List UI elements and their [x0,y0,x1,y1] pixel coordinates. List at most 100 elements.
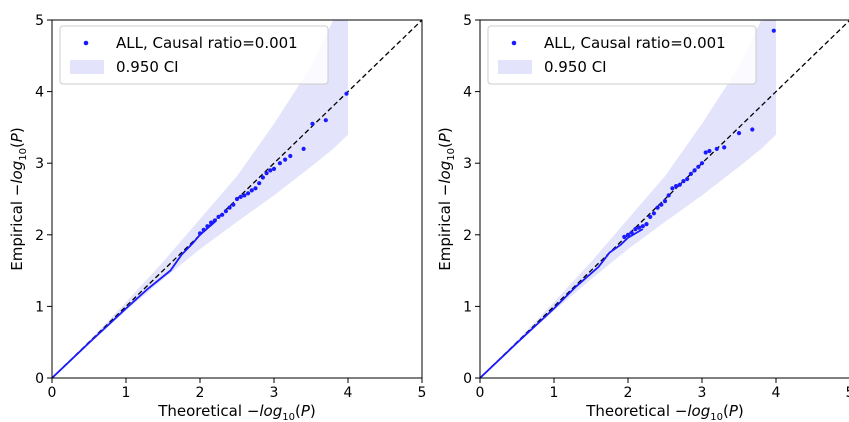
data-point [670,186,675,191]
data-point [264,171,269,176]
y-tick-label: 3 [463,156,472,172]
diagonal-reference-line [480,20,849,378]
data-point [238,194,243,199]
qq-plot-right: 0 1 2 3 4 5 0 1 2 3 4 5 Theoretical −log10(P) Empiric… [436,13,849,422]
data-point [629,230,634,235]
data-point [625,232,631,237]
legend-marker-ci [498,60,532,74]
data-point [209,220,214,225]
y-tick-label: 1 [463,299,472,315]
data-point [681,179,686,184]
data-point [231,202,236,207]
data-point [771,28,776,33]
data-point [622,234,627,239]
y-tick-label: 4 [35,85,44,101]
y-tick-label: 2 [463,228,472,244]
x-tick-label: 3 [698,385,707,401]
data-point [714,146,719,151]
axes-frame [479,19,849,379]
legend-entry-ci: 0.950 CI [116,58,179,76]
data-point [223,209,228,214]
data-point [644,222,649,227]
x-tick-label: 5 [418,385,427,401]
y-tick-label: 0 [463,371,472,387]
data-point [323,118,328,123]
data-point [674,184,679,189]
data-point [637,225,642,230]
data-point [703,150,708,155]
data-point [648,214,653,219]
data-point [197,231,203,236]
data-point [707,148,712,154]
data-point [216,214,221,219]
data-point [666,193,671,198]
data-point [288,153,293,159]
data-point [685,176,690,182]
y-tick-label: 5 [463,13,472,29]
data-point [688,171,694,176]
data-point [277,161,282,166]
data-point [268,168,273,173]
legend-marker-points [511,40,517,46]
data-point [659,202,664,207]
data-point [257,181,262,186]
x-tick-label: 0 [48,385,57,401]
y-tick-label: 1 [35,299,44,315]
x-tick-label: 5 [846,385,849,401]
x-axis-label: Theoretical −log10(P) [585,402,744,422]
data-point [310,121,315,126]
data-point [651,211,657,216]
data-point [205,224,210,229]
y-tick-label: 4 [463,85,472,101]
axes-frame [51,19,423,379]
x-tick-label: 4 [772,385,781,401]
data-point [249,188,254,193]
legend-entry-ci: 0.950 CI [544,58,607,76]
y-tick-label: 3 [35,156,44,172]
x-tick-label: 3 [270,385,279,401]
qq-plot-left: 0 1 2 3 4 5 0 1 2 3 4 5 Theoretical −log10(P) Empiric… [8,13,426,422]
data-point [640,224,645,229]
data-point [633,227,638,232]
data-point [699,161,705,166]
y-tick-label: 0 [35,371,44,387]
data-point [344,91,349,96]
data-point [736,131,742,136]
x-tick-label: 2 [624,385,633,401]
legend-box [487,25,757,85]
data-point [242,193,247,198]
y-tick-label: 2 [35,228,44,244]
data-point [271,166,277,171]
x-tick-label: 4 [344,385,353,401]
x-tick-label: 2 [196,385,205,401]
data-point [677,182,682,187]
x-tick-label: 0 [476,385,485,401]
legend: ALL, Causal ratio=0.001 0.950 CI [487,25,757,85]
legend: ALL, Causal ratio=0.001 0.950 CI [59,25,329,85]
legend-entry-points: ALL, Causal ratio=0.001 [116,34,298,52]
data-point [220,212,225,217]
data-point [234,196,240,202]
legend-marker-points [83,40,89,46]
data-point [212,218,217,223]
y-axis-label: Empirical −log10(P) [436,127,457,270]
x-tick-label: 1 [550,385,559,401]
observed-series-line [52,221,216,378]
observed-series-line [480,228,644,378]
x-tick-label: 1 [122,385,131,401]
x-axis-label: Theoretical −log10(P) [157,402,316,422]
data-point [260,175,265,180]
data-point [662,199,668,204]
data-point [692,168,697,173]
data-point [722,145,727,150]
data-point [227,205,232,210]
data-point [253,186,258,191]
legend-marker-ci [70,60,104,74]
data-point [696,164,701,169]
y-tick-label: 5 [35,13,44,29]
data-point [246,191,251,196]
data-point [201,227,206,232]
y-axis-label: Empirical −log10(P) [8,127,29,270]
data-point [283,157,288,162]
